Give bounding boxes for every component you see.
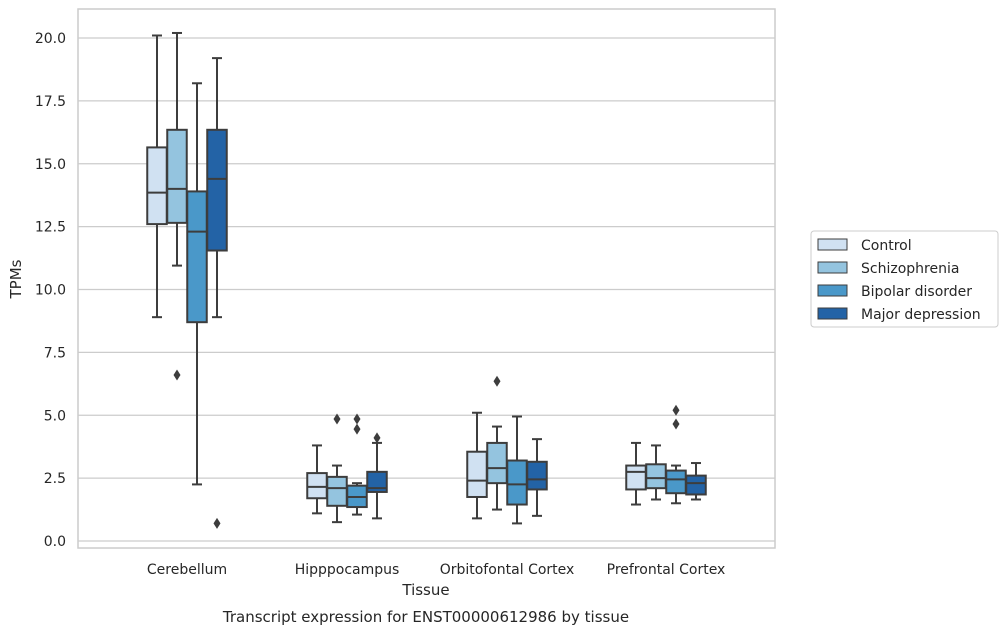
outlier-point — [353, 413, 361, 425]
box-schizophrenia — [166, 31, 188, 381]
box-schizophrenia — [645, 444, 667, 501]
box-control — [146, 34, 168, 319]
y-tick-label: 15.0 — [35, 157, 66, 173]
plot-frame — [77, 8, 776, 549]
box-plots — [146, 31, 707, 529]
x-axis-label: Tissue — [401, 581, 449, 599]
legend-frame — [810, 230, 999, 328]
y-tick-label: 10.0 — [35, 283, 66, 299]
box-major-depression — [526, 438, 548, 517]
outlier-point — [493, 375, 501, 387]
box-major-depression — [366, 432, 388, 520]
legend-item: Schizophrenia — [817, 261, 959, 277]
box-iqr — [645, 463, 667, 490]
legend-item: Major depression — [817, 307, 981, 323]
plot-area — [78, 9, 775, 548]
outlier-point — [173, 369, 181, 381]
outlier-point — [672, 418, 680, 430]
x-tick-label: Cerebellum — [147, 562, 227, 578]
outlier-point — [353, 423, 361, 435]
x-tick-label: Prefrontal Cortex — [607, 562, 726, 578]
legend-label: Schizophrenia — [861, 261, 959, 277]
box-iqr — [685, 474, 707, 496]
outlier-point — [672, 404, 680, 416]
legend-swatch — [817, 238, 848, 251]
box-iqr — [166, 128, 188, 224]
box-iqr — [186, 190, 208, 324]
box-major-depression — [685, 462, 707, 501]
box-iqr — [526, 460, 548, 491]
box-schizophrenia — [486, 375, 508, 511]
y-tick-label: 5.0 — [44, 408, 66, 424]
legend-label: Bipolar disorder — [861, 284, 972, 300]
x-tick-label: Orbitofontal Cortex — [440, 562, 575, 578]
legend-item: Bipolar disorder — [817, 284, 972, 300]
box-iqr — [306, 472, 328, 500]
box-bipolar-disorder — [665, 404, 687, 505]
chart-caption: Transcript expression for ENST0000061298… — [222, 608, 629, 626]
y-tick-label: 7.5 — [44, 345, 66, 361]
legend-label: Major depression — [861, 307, 981, 323]
y-tick-label: 12.5 — [35, 220, 66, 236]
y-tick-label: 17.5 — [35, 94, 66, 110]
box-iqr — [366, 470, 388, 493]
box-bipolar-disorder — [506, 415, 528, 525]
y-axis-label: TPMs — [7, 259, 25, 299]
outlier-point — [373, 432, 381, 444]
box-iqr — [326, 475, 348, 507]
box-iqr — [466, 450, 488, 498]
box-iqr — [506, 459, 528, 506]
outlier-point — [213, 517, 221, 529]
legend-item: Control — [817, 238, 912, 254]
x-axis-ticks: Cerebellum Hipppocampus Orbitofontal Corte… — [147, 562, 725, 578]
box-major-depression — [206, 57, 228, 529]
x-tick-label: Hipppocampus — [295, 562, 400, 578]
box-bipolar-disorder — [186, 82, 208, 486]
box-iqr — [146, 146, 168, 226]
box-bipolar-disorder — [346, 413, 368, 516]
y-tick-label: 20.0 — [35, 31, 66, 47]
legend: Control Schizophrenia Bipolar disorder Majo… — [810, 230, 999, 328]
box-iqr — [486, 441, 508, 485]
legend-swatch — [817, 261, 848, 274]
legend-swatch — [817, 307, 848, 320]
outlier-point — [333, 413, 341, 425]
legend-label: Control — [861, 238, 912, 254]
box-iqr — [206, 128, 228, 252]
box-iqr — [625, 464, 647, 491]
box-control — [466, 411, 488, 520]
y-tick-label: 0.0 — [44, 534, 66, 550]
box-iqr — [665, 469, 687, 495]
y-tick-label: 2.5 — [44, 471, 66, 487]
y-axis-ticks: 0.0 2.5 5.0 7.5 10.0 12.5 15.0 17.5 20.0 — [35, 31, 66, 550]
legend-swatch — [817, 284, 848, 297]
